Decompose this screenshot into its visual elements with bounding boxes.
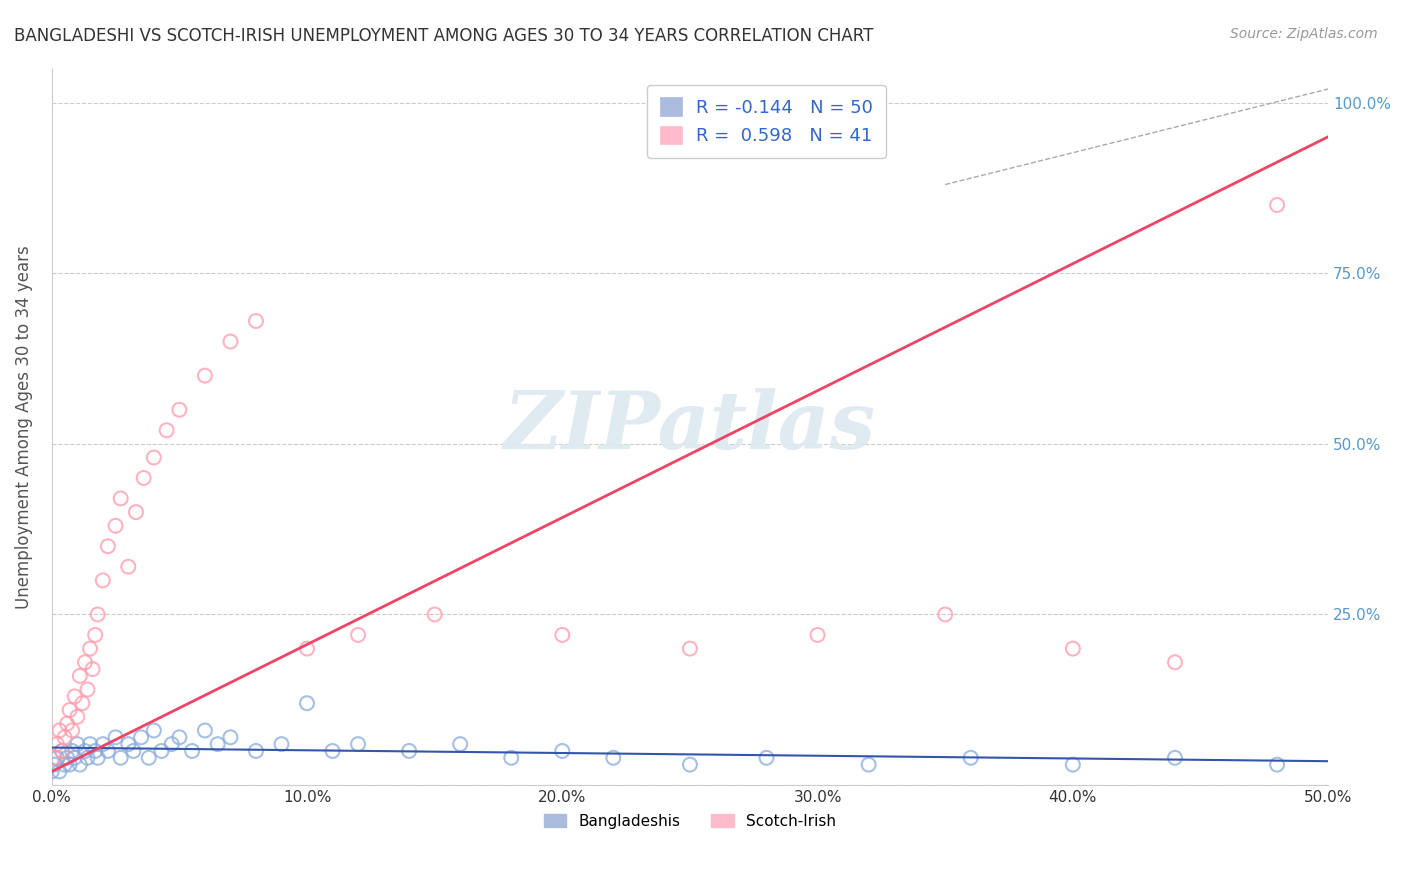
Text: ZIPatlas: ZIPatlas	[503, 388, 876, 466]
Point	[51, 744, 73, 758]
Point	[76, 751, 98, 765]
Text: BANGLADESHI VS SCOTCH-IRISH UNEMPLOYMENT AMONG AGES 30 TO 34 YEARS CORRELATION C: BANGLADESHI VS SCOTCH-IRISH UNEMPLOYMENT…	[14, 27, 873, 45]
Point	[150, 744, 173, 758]
Point	[41, 764, 63, 779]
Point	[104, 518, 127, 533]
Point	[347, 628, 370, 642]
Point	[48, 764, 70, 779]
Point	[322, 744, 344, 758]
Point	[181, 744, 204, 758]
Point	[45, 737, 67, 751]
Point	[79, 641, 101, 656]
Point	[97, 744, 120, 758]
Point	[1164, 751, 1187, 765]
Point	[56, 716, 79, 731]
Point	[551, 744, 574, 758]
Point	[84, 628, 107, 642]
Point	[806, 628, 828, 642]
Point	[110, 491, 132, 506]
Point	[59, 757, 82, 772]
Point	[84, 744, 107, 758]
Point	[59, 703, 82, 717]
Point	[45, 751, 67, 765]
Point	[117, 559, 139, 574]
Point	[1265, 757, 1288, 772]
Point	[142, 450, 165, 465]
Point	[1164, 655, 1187, 669]
Point	[48, 723, 70, 738]
Y-axis label: Unemployment Among Ages 30 to 34 years: Unemployment Among Ages 30 to 34 years	[15, 245, 32, 608]
Point	[44, 751, 66, 765]
Point	[270, 737, 292, 751]
Point	[295, 641, 318, 656]
Point	[110, 751, 132, 765]
Point	[858, 757, 880, 772]
Point	[959, 751, 981, 765]
Point	[72, 696, 94, 710]
Point	[245, 744, 267, 758]
Point	[86, 751, 108, 765]
Point	[551, 628, 574, 642]
Point	[679, 757, 702, 772]
Point	[63, 690, 86, 704]
Point	[132, 471, 155, 485]
Point	[44, 757, 66, 772]
Point	[194, 368, 217, 383]
Point	[1062, 641, 1084, 656]
Point	[295, 696, 318, 710]
Point	[219, 731, 242, 745]
Point	[97, 539, 120, 553]
Point	[79, 737, 101, 751]
Point	[156, 423, 179, 437]
Point	[69, 669, 91, 683]
Point	[53, 731, 76, 745]
Point	[129, 731, 152, 745]
Point	[934, 607, 956, 622]
Point	[602, 751, 624, 765]
Point	[501, 751, 523, 765]
Text: Source: ZipAtlas.com: Source: ZipAtlas.com	[1230, 27, 1378, 41]
Point	[169, 402, 191, 417]
Point	[142, 723, 165, 738]
Point	[60, 723, 83, 738]
Legend: Bangladeshis, Scotch-Irish: Bangladeshis, Scotch-Irish	[537, 807, 842, 835]
Point	[69, 757, 91, 772]
Point	[423, 607, 446, 622]
Point	[73, 655, 96, 669]
Point	[1062, 757, 1084, 772]
Point	[117, 737, 139, 751]
Point	[138, 751, 160, 765]
Point	[76, 682, 98, 697]
Point	[169, 731, 191, 745]
Point	[755, 751, 778, 765]
Point	[347, 737, 370, 751]
Point	[245, 314, 267, 328]
Point	[104, 731, 127, 745]
Point	[66, 737, 89, 751]
Point	[125, 505, 148, 519]
Point	[56, 751, 79, 765]
Point	[91, 574, 114, 588]
Point	[51, 744, 73, 758]
Point	[207, 737, 229, 751]
Point	[449, 737, 471, 751]
Point	[122, 744, 145, 758]
Point	[82, 662, 104, 676]
Point	[160, 737, 183, 751]
Point	[219, 334, 242, 349]
Point	[86, 607, 108, 622]
Point	[679, 641, 702, 656]
Point	[194, 723, 217, 738]
Point	[66, 710, 89, 724]
Point	[60, 744, 83, 758]
Point	[398, 744, 420, 758]
Point	[73, 744, 96, 758]
Point	[1265, 198, 1288, 212]
Point	[91, 737, 114, 751]
Point	[63, 751, 86, 765]
Point	[53, 757, 76, 772]
